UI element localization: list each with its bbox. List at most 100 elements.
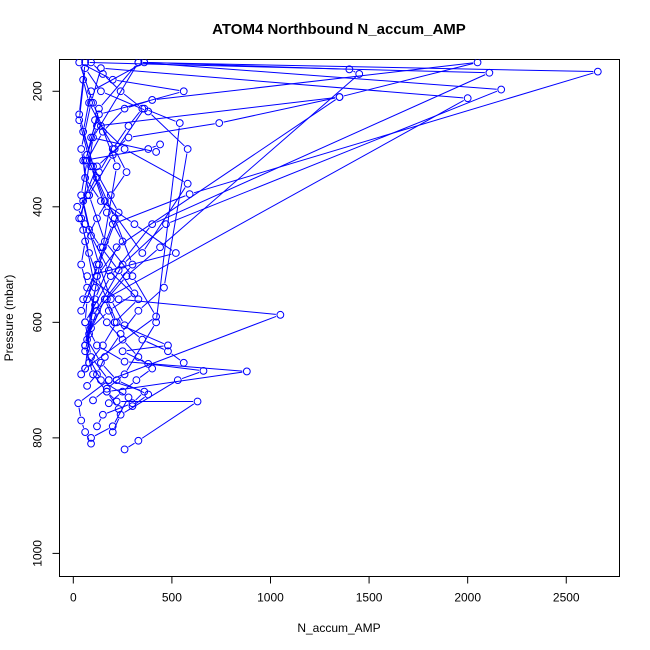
series-segment: [107, 204, 141, 250]
data-point: [128, 399, 137, 408]
data-point: [95, 104, 103, 113]
series-segment: [103, 365, 115, 378]
data-point: [108, 428, 117, 436]
data-point: [83, 156, 92, 165]
data-point: [97, 197, 105, 205]
data-point: [87, 439, 95, 448]
data-point: [242, 367, 251, 376]
series-segment: [156, 127, 180, 318]
data-point: [81, 318, 90, 327]
series-segment: [100, 216, 118, 261]
series-segment: [106, 337, 119, 354]
data-point: [83, 381, 92, 390]
data-point: [118, 335, 127, 344]
series-segment: [81, 382, 106, 401]
series-segment: [95, 377, 105, 389]
series-segment: [93, 65, 101, 72]
series-segment: [156, 74, 486, 223]
series-segment: [98, 181, 114, 215]
series-segment: [81, 268, 87, 284]
data-point: [130, 289, 139, 298]
x-tick-label: 500: [162, 591, 182, 605]
data-point: [114, 295, 123, 304]
data-point: [112, 376, 121, 384]
data-point: [83, 283, 92, 292]
data-point: [473, 59, 482, 67]
data-point: [134, 353, 143, 361]
series-segment: [141, 403, 195, 439]
series-segment: [93, 313, 106, 326]
series-segment: [88, 135, 102, 157]
series-segment: [79, 124, 91, 163]
series-segment: [134, 279, 155, 313]
data-point: [77, 370, 86, 379]
data-point: [112, 243, 121, 252]
data-point: [81, 237, 90, 246]
data-point: [73, 202, 82, 211]
series-segment: [111, 371, 243, 392]
series-segment: [81, 164, 87, 191]
series-segment: [80, 222, 83, 226]
series-segment: [152, 145, 157, 148]
data-point: [199, 366, 208, 375]
series-segment: [135, 396, 145, 404]
data-point: [93, 122, 101, 130]
series-segment: [114, 112, 143, 152]
series-segment: [83, 234, 89, 249]
series-segment: [114, 418, 120, 429]
series-segment: [116, 195, 186, 223]
data-point: [120, 357, 129, 366]
data-point: [112, 162, 121, 171]
series-segment: [96, 251, 116, 296]
series-segment: [91, 253, 172, 276]
series-segment: [94, 427, 110, 437]
series-segment: [101, 65, 136, 106]
data-point: [85, 191, 93, 200]
series-segment: [87, 227, 99, 244]
data-point: [128, 402, 137, 410]
data-point: [164, 341, 172, 350]
data-point: [118, 347, 127, 356]
data-point: [93, 422, 101, 431]
data-point: [130, 220, 139, 229]
plot-frame: [59, 59, 620, 577]
series-segment: [129, 249, 157, 274]
series-segment: [152, 363, 200, 371]
data-point: [134, 306, 143, 315]
series-segment: [117, 79, 180, 92]
x-axis-label: N_accum_AMP: [297, 621, 380, 635]
series-segment: [142, 62, 497, 90]
y-tick-label: 200: [31, 81, 45, 101]
series-segment: [79, 72, 86, 116]
data-point: [100, 353, 109, 361]
series-segment: [163, 76, 357, 245]
series-segment: [128, 150, 184, 182]
data-point: [104, 399, 113, 408]
series-segment: [141, 290, 161, 309]
data-point: [134, 436, 143, 445]
data-point: [122, 168, 131, 177]
series-segment: [90, 199, 104, 238]
data-point: [93, 341, 101, 350]
series-segment: [106, 404, 129, 414]
y-tick-label: 800: [31, 428, 45, 448]
series-segment: [80, 198, 87, 205]
data-point: [77, 145, 86, 153]
series-segment: [112, 302, 123, 322]
y-tick-label: 400: [31, 196, 45, 216]
data-point: [87, 162, 95, 171]
series-segment: [80, 199, 87, 215]
data-point: [276, 310, 285, 319]
y-axis-label: Pressure (mbar): [2, 275, 16, 362]
data-point: [91, 295, 99, 304]
series-segment: [96, 391, 104, 398]
data-point: [81, 59, 90, 67]
series-segment: [120, 99, 337, 246]
data-point: [83, 295, 92, 304]
series-segment: [87, 303, 95, 336]
data-point: [89, 98, 97, 107]
series-segment: [115, 222, 132, 261]
series-segment: [80, 66, 93, 99]
series-segment: [98, 360, 104, 371]
series-segment: [148, 62, 345, 70]
